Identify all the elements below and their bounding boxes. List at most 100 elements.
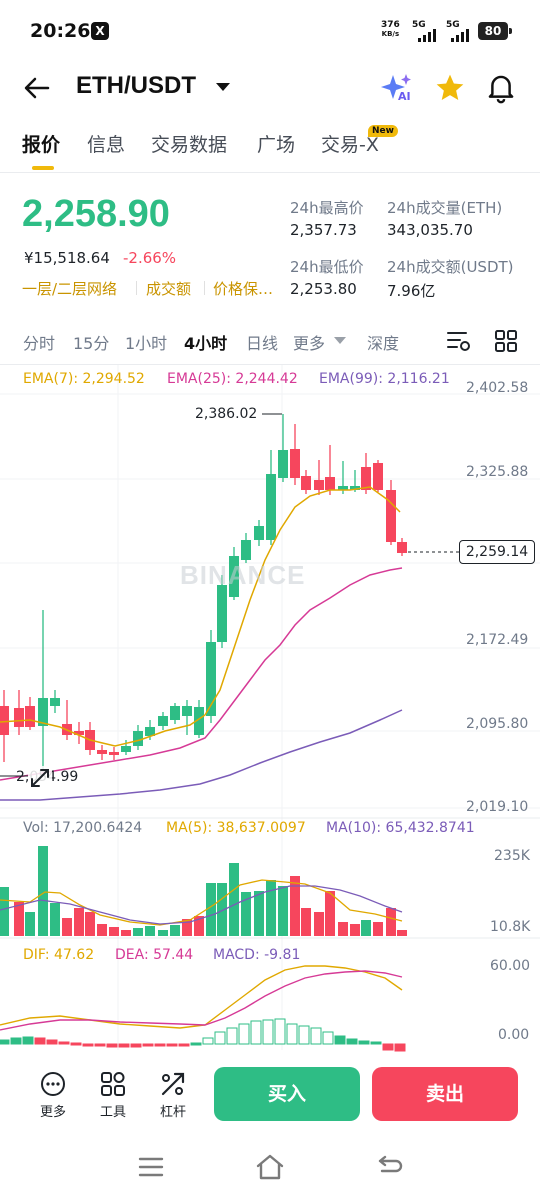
candle-down xyxy=(290,449,300,478)
price-change-percent: -2.66% xyxy=(123,249,177,267)
more-dots-icon[interactable] xyxy=(39,1070,67,1098)
menu-icon[interactable] xyxy=(138,1156,164,1178)
tag-price-protect[interactable]: 价格保… xyxy=(213,280,274,298)
candle-up xyxy=(278,450,288,478)
vol-usdt-label: 24h成交额(USDT) xyxy=(387,258,514,276)
volume-bar-down xyxy=(121,930,131,936)
home-icon[interactable] xyxy=(255,1153,285,1181)
vol-ma5-legend: MA(5): 38,637.0097 xyxy=(166,820,306,836)
indicator-settings-icon[interactable] xyxy=(446,329,472,353)
expand-arrows-icon[interactable] xyxy=(28,766,52,790)
candle-down xyxy=(109,752,119,755)
candle-down xyxy=(97,750,107,754)
macd-bar-down xyxy=(94,1043,106,1047)
candle-down xyxy=(361,467,371,490)
chevron-down-icon[interactable] xyxy=(334,337,346,344)
macd-bar-up xyxy=(0,1039,10,1045)
vol-axis-bottom: 10.8K xyxy=(490,919,531,935)
tools-label[interactable]: 工具 xyxy=(99,1105,126,1120)
dea-legend: DEA: 57.44 xyxy=(115,947,194,963)
low-value: 2,253.80 xyxy=(290,280,357,298)
interval-15m[interactable]: 15分 xyxy=(73,334,110,353)
trading-pair-title[interactable]: ETH/USDT xyxy=(76,72,196,99)
tab-square[interactable]: 广场 xyxy=(257,134,296,156)
signal-icon xyxy=(418,28,436,42)
interval-1d[interactable]: 日线 xyxy=(246,334,279,353)
star-icon[interactable] xyxy=(434,72,466,104)
volume-bar-down xyxy=(62,918,72,936)
chevron-down-icon[interactable] xyxy=(216,83,230,91)
volume-bar-down xyxy=(14,902,24,936)
divider xyxy=(0,364,540,365)
candle-up xyxy=(206,642,216,716)
macd-bar-up xyxy=(334,1035,346,1045)
tag-layer-network[interactable]: 一层/二层网络 xyxy=(22,280,118,298)
macd-bar-down xyxy=(118,1043,130,1048)
tools-grid-icon[interactable] xyxy=(99,1070,127,1098)
volume-bar-down xyxy=(97,924,107,936)
candle-up xyxy=(133,731,143,746)
ai-sparkle-icon[interactable]: AI xyxy=(380,72,414,106)
vol-ma10-line xyxy=(0,885,403,925)
high-callout: 2,386.02 xyxy=(195,406,258,422)
tab-quote[interactable]: 报价 xyxy=(22,134,61,156)
candle-down xyxy=(325,477,335,490)
back-icon[interactable] xyxy=(376,1154,404,1180)
ema99-line xyxy=(0,709,403,801)
vol-ma10-legend: MA(10): 65,432.8741 xyxy=(326,820,475,836)
candlestick-chart[interactable] xyxy=(0,365,540,1060)
volume-legend: Vol: 17,200.6424 xyxy=(23,820,143,836)
interval-more[interactable]: 更多 xyxy=(293,334,326,353)
macd-bar-down xyxy=(46,1039,58,1045)
macd-axis-top: 60.00 xyxy=(490,958,531,974)
back-arrow-icon[interactable] xyxy=(24,76,50,100)
interval-time[interactable]: 分时 xyxy=(23,334,56,353)
candle-up xyxy=(38,698,48,726)
ema25-line xyxy=(0,567,403,781)
tab-trade-x[interactable]: 交易-X xyxy=(321,134,379,156)
macd-bar-down xyxy=(142,1043,154,1047)
candle-down xyxy=(386,490,396,542)
volume-bar-down xyxy=(74,908,84,936)
grid-layout-icon[interactable] xyxy=(494,329,518,353)
tag-turnover[interactable]: 成交额 xyxy=(146,280,192,298)
macd-bar-down xyxy=(154,1043,166,1047)
vol-ma5-line xyxy=(0,879,403,926)
leverage-label[interactable]: 杠杆 xyxy=(159,1105,186,1120)
volume-bar-up xyxy=(133,928,143,936)
macd-bar-down xyxy=(106,1043,118,1048)
buy-button[interactable]: 买入 xyxy=(214,1067,360,1121)
binance-watermark: BINANCE xyxy=(180,560,306,590)
volume-bar-up xyxy=(25,912,35,936)
candle-up xyxy=(194,707,204,735)
ai-label: AI xyxy=(398,90,411,103)
vol-eth-value: 343,035.70 xyxy=(387,221,473,239)
leverage-icon[interactable] xyxy=(159,1070,187,1098)
volume-bar-down xyxy=(182,919,192,936)
x-app-icon: X xyxy=(91,22,109,40)
sell-button[interactable]: 卖出 xyxy=(372,1067,518,1121)
candle-up xyxy=(229,556,239,597)
volume-bar-up xyxy=(0,887,9,936)
more-label[interactable]: 更多 xyxy=(39,1105,66,1120)
interval-1h[interactable]: 1小时 xyxy=(125,334,168,353)
volume-bar-down xyxy=(109,927,119,936)
macd-bar-down xyxy=(58,1041,70,1045)
y-axis-label: 2,325.88 xyxy=(466,464,529,480)
candle-up xyxy=(350,486,360,490)
candle-up xyxy=(241,540,251,560)
candle-down xyxy=(25,706,35,727)
volume-bar-down xyxy=(194,916,204,936)
y-axis-label: 2,402.58 xyxy=(466,380,529,396)
macd-bar-up xyxy=(274,1018,286,1045)
candle-down xyxy=(14,708,24,727)
bell-icon[interactable] xyxy=(486,72,516,104)
tab-info[interactable]: 信息 xyxy=(87,134,126,156)
macd-bar-up xyxy=(214,1031,226,1045)
y-axis-label: 2,019.10 xyxy=(466,799,529,815)
interval-depth[interactable]: 深度 xyxy=(367,334,400,353)
volume-bar-up xyxy=(170,925,180,936)
tab-trading-data[interactable]: 交易数据 xyxy=(151,134,228,156)
interval-4h[interactable]: 4小时 xyxy=(184,334,228,353)
macd-bar-up xyxy=(238,1023,250,1045)
